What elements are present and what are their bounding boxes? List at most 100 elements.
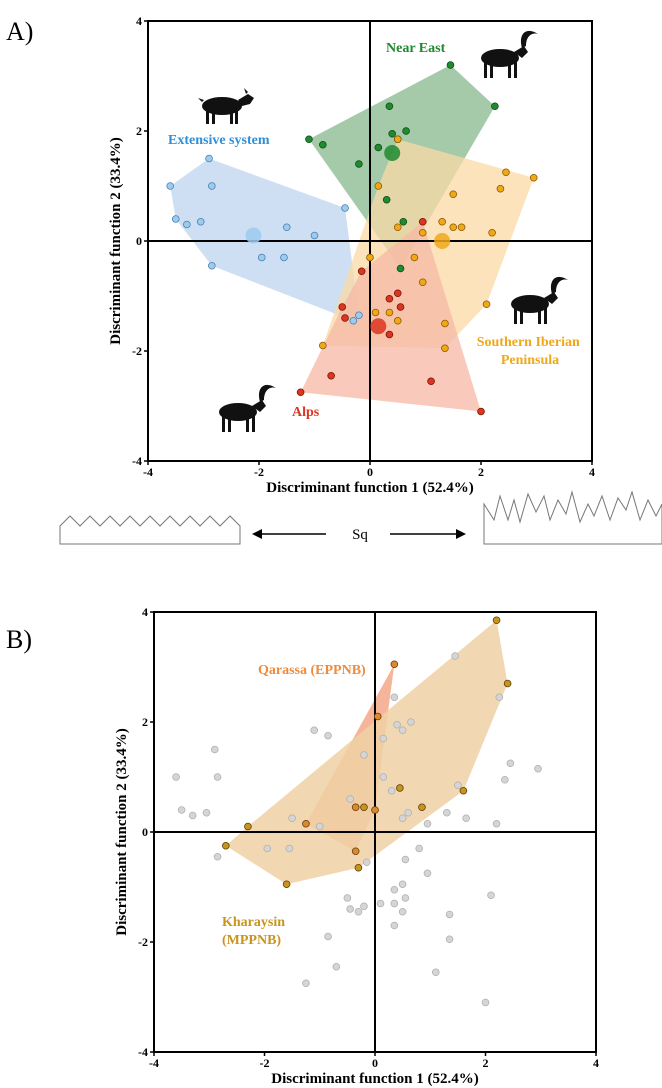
qarassa-point: [302, 819, 310, 828]
southern-iberian-point: [441, 319, 449, 328]
reference-point: [213, 852, 222, 861]
alps-centroid: [370, 318, 387, 335]
reference-point: [404, 808, 412, 817]
panel-b-chart: -4 -2 0 2 4 4 2 0 -2 -4 Discriminant function 1 (5…: [114, 605, 599, 1087]
southern-iberian-point: [410, 253, 419, 262]
reference-point: [346, 795, 354, 803]
reference-point: [177, 806, 186, 814]
qarassa-point: [351, 847, 360, 856]
reference-point: [210, 745, 219, 754]
panel-a-label: A): [6, 17, 33, 46]
label-southern-iberian: Southern Iberian Peninsula: [477, 335, 584, 368]
southern-iberian-point: [449, 223, 458, 232]
x-tick-label: 4: [589, 465, 595, 479]
southern-iberian-centroid: [434, 233, 451, 249]
reference-point: [445, 935, 454, 944]
x-tick-label: 0: [367, 465, 373, 479]
southern-iberian-point: [457, 223, 466, 232]
near-east-point: [374, 143, 383, 152]
reference-point: [487, 891, 495, 900]
near-east-point: [446, 61, 455, 69]
extensive-point: [355, 311, 363, 320]
x-tick-label: 2: [483, 1056, 489, 1070]
qarassa-point: [371, 806, 379, 814]
reference-point: [263, 844, 272, 853]
reference-point: [202, 808, 211, 817]
reference-point: [445, 910, 454, 919]
sq-low-profile-icon: [59, 515, 241, 545]
ibex-icon: [219, 384, 276, 432]
label-near-east: Near East: [386, 41, 446, 56]
kharaysin-point: [244, 822, 252, 831]
extensive-point: [310, 231, 319, 240]
reference-point: [360, 902, 368, 911]
alps-point: [341, 314, 349, 322]
sq-arrow-right: [390, 529, 466, 539]
southern-iberian-point: [482, 300, 491, 309]
panel-b-label: B): [6, 625, 32, 654]
label-southern-iberian-line2: Peninsula: [501, 353, 559, 368]
ibex-icon: [481, 30, 538, 78]
x-tick-label: 2: [478, 465, 484, 479]
label-kharaysin-line2: (MPPNB): [222, 933, 281, 948]
reference-point: [501, 775, 509, 784]
kharaysin-point: [282, 880, 291, 889]
qarassa-point: [351, 803, 360, 812]
reference-point: [346, 905, 354, 913]
near-east-point: [319, 140, 327, 149]
qarassa-point: [390, 660, 399, 669]
reference-point: [534, 764, 542, 773]
reference-point: [172, 773, 180, 781]
southern-iberian-point: [366, 253, 374, 262]
near-east-centroid: [384, 145, 401, 161]
southern-iberian-point: [496, 184, 505, 193]
ibex-icon: [511, 276, 568, 324]
reference-point: [431, 968, 440, 977]
reference-point: [506, 759, 515, 768]
southern-iberian-point: [488, 228, 496, 237]
near-east-point: [399, 217, 408, 226]
alps-point: [418, 217, 427, 226]
reference-point: [398, 880, 407, 889]
reference-point: [362, 858, 371, 867]
kharaysin-point: [418, 803, 426, 812]
alps-point: [427, 377, 435, 386]
southern-iberian-point: [502, 168, 510, 177]
southern-iberian-point: [393, 223, 402, 232]
near-east-point: [388, 129, 397, 138]
panel-a-chart: -4 -2 0 2 4 4 2 0 -2 -4 Discriminant function 1 (5…: [108, 14, 595, 496]
near-east-point: [355, 160, 363, 168]
alps-point: [477, 407, 485, 416]
label-extensive-system: Extensive system: [168, 133, 270, 148]
southern-iberian-point: [374, 182, 383, 190]
southern-iberian-point: [319, 341, 327, 350]
reference-point: [462, 814, 470, 823]
x-tick-label: -2: [260, 1056, 270, 1070]
extensive-point: [349, 316, 358, 325]
extensive-point: [341, 204, 349, 212]
extensive-hull: [170, 158, 359, 321]
sq-arrow-left: [252, 529, 326, 539]
extensive-point: [257, 253, 266, 262]
y-tick-label: -4: [138, 1045, 148, 1059]
near-east-point: [396, 264, 405, 273]
label-alps: Alps: [292, 405, 320, 420]
alps-point: [385, 330, 394, 339]
reference-point: [379, 773, 388, 781]
reference-point: [332, 962, 341, 971]
kharaysin-hull: [225, 620, 508, 885]
x-axis-title: Discriminant function 1 (52.4%): [271, 1071, 479, 1087]
reference-point: [423, 819, 432, 828]
alps-point: [327, 371, 335, 380]
reference-point: [390, 693, 399, 702]
southern-iberian-point: [385, 308, 394, 317]
extensive-point: [183, 220, 191, 229]
reference-point: [398, 814, 407, 823]
y-tick-label: 0: [142, 825, 148, 839]
alps-point: [357, 267, 366, 276]
alps-point: [296, 388, 305, 397]
southern-iberian-point: [393, 135, 402, 144]
kharaysin-point: [459, 786, 468, 795]
reference-point: [285, 844, 294, 853]
reference-point: [390, 885, 399, 894]
